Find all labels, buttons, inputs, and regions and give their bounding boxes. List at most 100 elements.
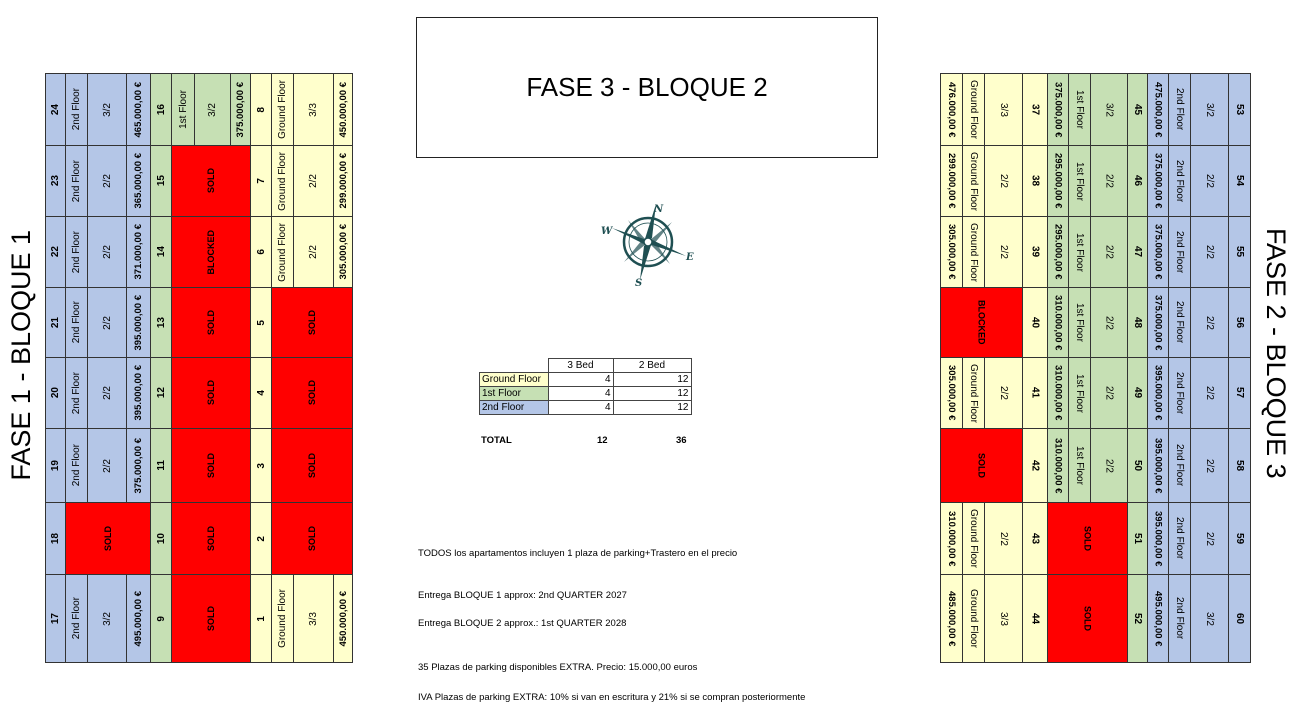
unit-price-text: 375.000,00 € bbox=[1152, 153, 1164, 209]
unit-number: 42 bbox=[1022, 428, 1048, 503]
unit-type: 2/2 bbox=[293, 216, 334, 288]
unit-num: 38 bbox=[1022, 145, 1048, 217]
unit-num: 46 bbox=[1127, 145, 1148, 217]
unit-num: 21 bbox=[45, 287, 66, 358]
unit-floor: 1st Floor bbox=[1068, 428, 1091, 503]
unit-status-sold: SOLD bbox=[171, 574, 251, 663]
unit-status-sold-text: SOLD bbox=[206, 605, 216, 631]
unit-floor: 2nd Floor bbox=[65, 428, 88, 503]
unit-floor-text: 2nd Floor bbox=[1174, 88, 1185, 131]
unit-status-sold: SOLD bbox=[171, 357, 251, 429]
unit-type-text: 2/2 bbox=[1204, 315, 1215, 330]
unit-num-text: 59 bbox=[1234, 532, 1245, 545]
unit-floor: 2nd Floor bbox=[1168, 287, 1191, 358]
unit-num-text: 39 bbox=[1029, 246, 1041, 258]
unit-type: 3/2 bbox=[1190, 73, 1229, 146]
unit-type: 2/2 bbox=[1090, 216, 1128, 288]
unit-num: 50 bbox=[1127, 428, 1148, 503]
unit-number: 11 bbox=[150, 428, 172, 503]
unit-price: 485.000,00 € bbox=[940, 574, 963, 663]
unit-price: 310.000,00 € bbox=[1047, 357, 1069, 429]
unit-floor: 2nd Floor bbox=[65, 216, 88, 288]
unit-floor-text: 2nd Floor bbox=[1174, 159, 1185, 203]
unit-price: 299.000,00 € bbox=[333, 145, 353, 217]
unit-floor: 1st Floor bbox=[1068, 287, 1091, 358]
unit-type-text: 2/2 bbox=[1204, 458, 1215, 473]
unit-number-text: 11 bbox=[155, 460, 167, 471]
note-delivery-bloque2: Entrega BLOQUE 2 approx.: 1st QUARTER 20… bbox=[418, 618, 627, 629]
unit-floor: 1st Floor bbox=[1068, 145, 1091, 217]
unit-price-text: 375.000,00 € bbox=[1152, 224, 1164, 280]
unit-number-text: 13 bbox=[155, 316, 167, 329]
unit-floor-text: 1st Floor bbox=[1074, 90, 1085, 129]
unit-type-text: 3/3 bbox=[998, 611, 1009, 626]
unit-num-text: 38 bbox=[1029, 175, 1041, 187]
unit-status-blocked: BLOCKED bbox=[171, 216, 251, 288]
unit-price: 395.000,00 € bbox=[1147, 428, 1169, 503]
unit-floor-text: 2nd Floor bbox=[71, 159, 82, 203]
unit-num: 7 bbox=[250, 145, 272, 217]
unit-type-text: 2/2 bbox=[1103, 174, 1115, 188]
unit-status-blocked-text: BLOCKED bbox=[976, 300, 987, 345]
note-parking-included: TODOS los apartamentos incluyen 1 plaza … bbox=[418, 548, 738, 559]
unit-number-text: 4 bbox=[255, 390, 267, 396]
unit-floor: Ground Floor bbox=[962, 574, 985, 663]
summary-row: 2nd Floor 4 12 bbox=[479, 400, 692, 415]
total-2bed: 36 bbox=[676, 435, 687, 446]
unit-num-text: 23 bbox=[50, 175, 61, 187]
unit-number: 4 bbox=[250, 357, 272, 429]
unit-type: 3/3 bbox=[984, 574, 1023, 663]
unit-number-text: 3 bbox=[255, 462, 267, 469]
unit-type: 2/2 bbox=[1190, 145, 1229, 217]
unit-number: 52 bbox=[1127, 574, 1148, 663]
unit-type: 2/2 bbox=[1190, 287, 1229, 358]
unit-number: 3 bbox=[250, 428, 272, 503]
unit-type: 2/2 bbox=[984, 502, 1023, 575]
unit-num-text: 17 bbox=[50, 612, 61, 625]
unit-type: 3/2 bbox=[194, 73, 231, 146]
note-delivery-bloque1: Entrega BLOQUE 1 approx: 2nd QUARTER 202… bbox=[418, 590, 627, 601]
unit-status-sold-text: SOLD bbox=[307, 309, 317, 335]
unit-type: 3/3 bbox=[293, 574, 334, 663]
unit-number-text: 15 bbox=[155, 175, 167, 187]
summary-row: 1st Floor 4 12 bbox=[479, 386, 692, 401]
unit-floor: 2nd Floor bbox=[1168, 428, 1191, 503]
unit-num: 57 bbox=[1228, 357, 1251, 429]
unit-price: 310.000,00 € bbox=[940, 502, 963, 575]
unit-price: 450.000,00 € bbox=[333, 574, 353, 663]
unit-status-sold: SOLD bbox=[171, 287, 251, 358]
unit-num: 41 bbox=[1022, 357, 1048, 429]
unit-floor: 1st Floor bbox=[1068, 73, 1091, 146]
unit-price: 375.000,00 € bbox=[1147, 145, 1169, 217]
unit-price-text: 395.000,00 € bbox=[133, 294, 144, 351]
unit-status-sold: SOLD bbox=[271, 428, 353, 503]
unit-price-text: 450.000,00 € bbox=[337, 81, 349, 138]
unit-floor-text: 2nd Floor bbox=[71, 301, 82, 344]
unit-num-text: 16 bbox=[155, 103, 167, 116]
unit-price-text: 371.000,00 € bbox=[133, 224, 144, 280]
unit-price-text: 375.000,00 € bbox=[1152, 294, 1164, 351]
unit-status-sold-text: SOLD bbox=[1082, 605, 1093, 631]
unit-type: 2/2 bbox=[1090, 357, 1128, 429]
unit-num: 48 bbox=[1127, 287, 1148, 358]
unit-num: 56 bbox=[1228, 287, 1251, 358]
unit-number: 40 bbox=[1022, 287, 1048, 358]
unit-floor-text: 2nd Floor bbox=[1174, 597, 1185, 640]
unit-status-sold: SOLD bbox=[271, 287, 353, 358]
note-extra-parking: 35 Plazas de parking disponibles EXTRA. … bbox=[418, 662, 698, 673]
unit-type-text: 3/3 bbox=[308, 611, 319, 626]
unit-price: 375.000,00 € bbox=[1147, 216, 1169, 288]
unit-type: 2/2 bbox=[984, 357, 1023, 429]
unit-num-text: 22 bbox=[50, 246, 61, 258]
unit-type-text: 2/2 bbox=[1103, 386, 1115, 400]
unit-status-sold: SOLD bbox=[271, 502, 353, 575]
unit-price-text: 395.000,00 € bbox=[133, 365, 144, 421]
unit-price-text: 375.000,00 € bbox=[235, 81, 246, 138]
unit-type: 2/2 bbox=[293, 145, 334, 217]
unit-type: 2/2 bbox=[1190, 502, 1229, 575]
unit-floor-text: 1st Floor bbox=[1074, 373, 1085, 413]
unit-floor-text: 2nd Floor bbox=[1174, 230, 1185, 274]
unit-floor: 2nd Floor bbox=[1168, 216, 1191, 288]
unit-type: 3/2 bbox=[1190, 574, 1229, 663]
unit-price: 476.000,00 € bbox=[940, 73, 963, 146]
